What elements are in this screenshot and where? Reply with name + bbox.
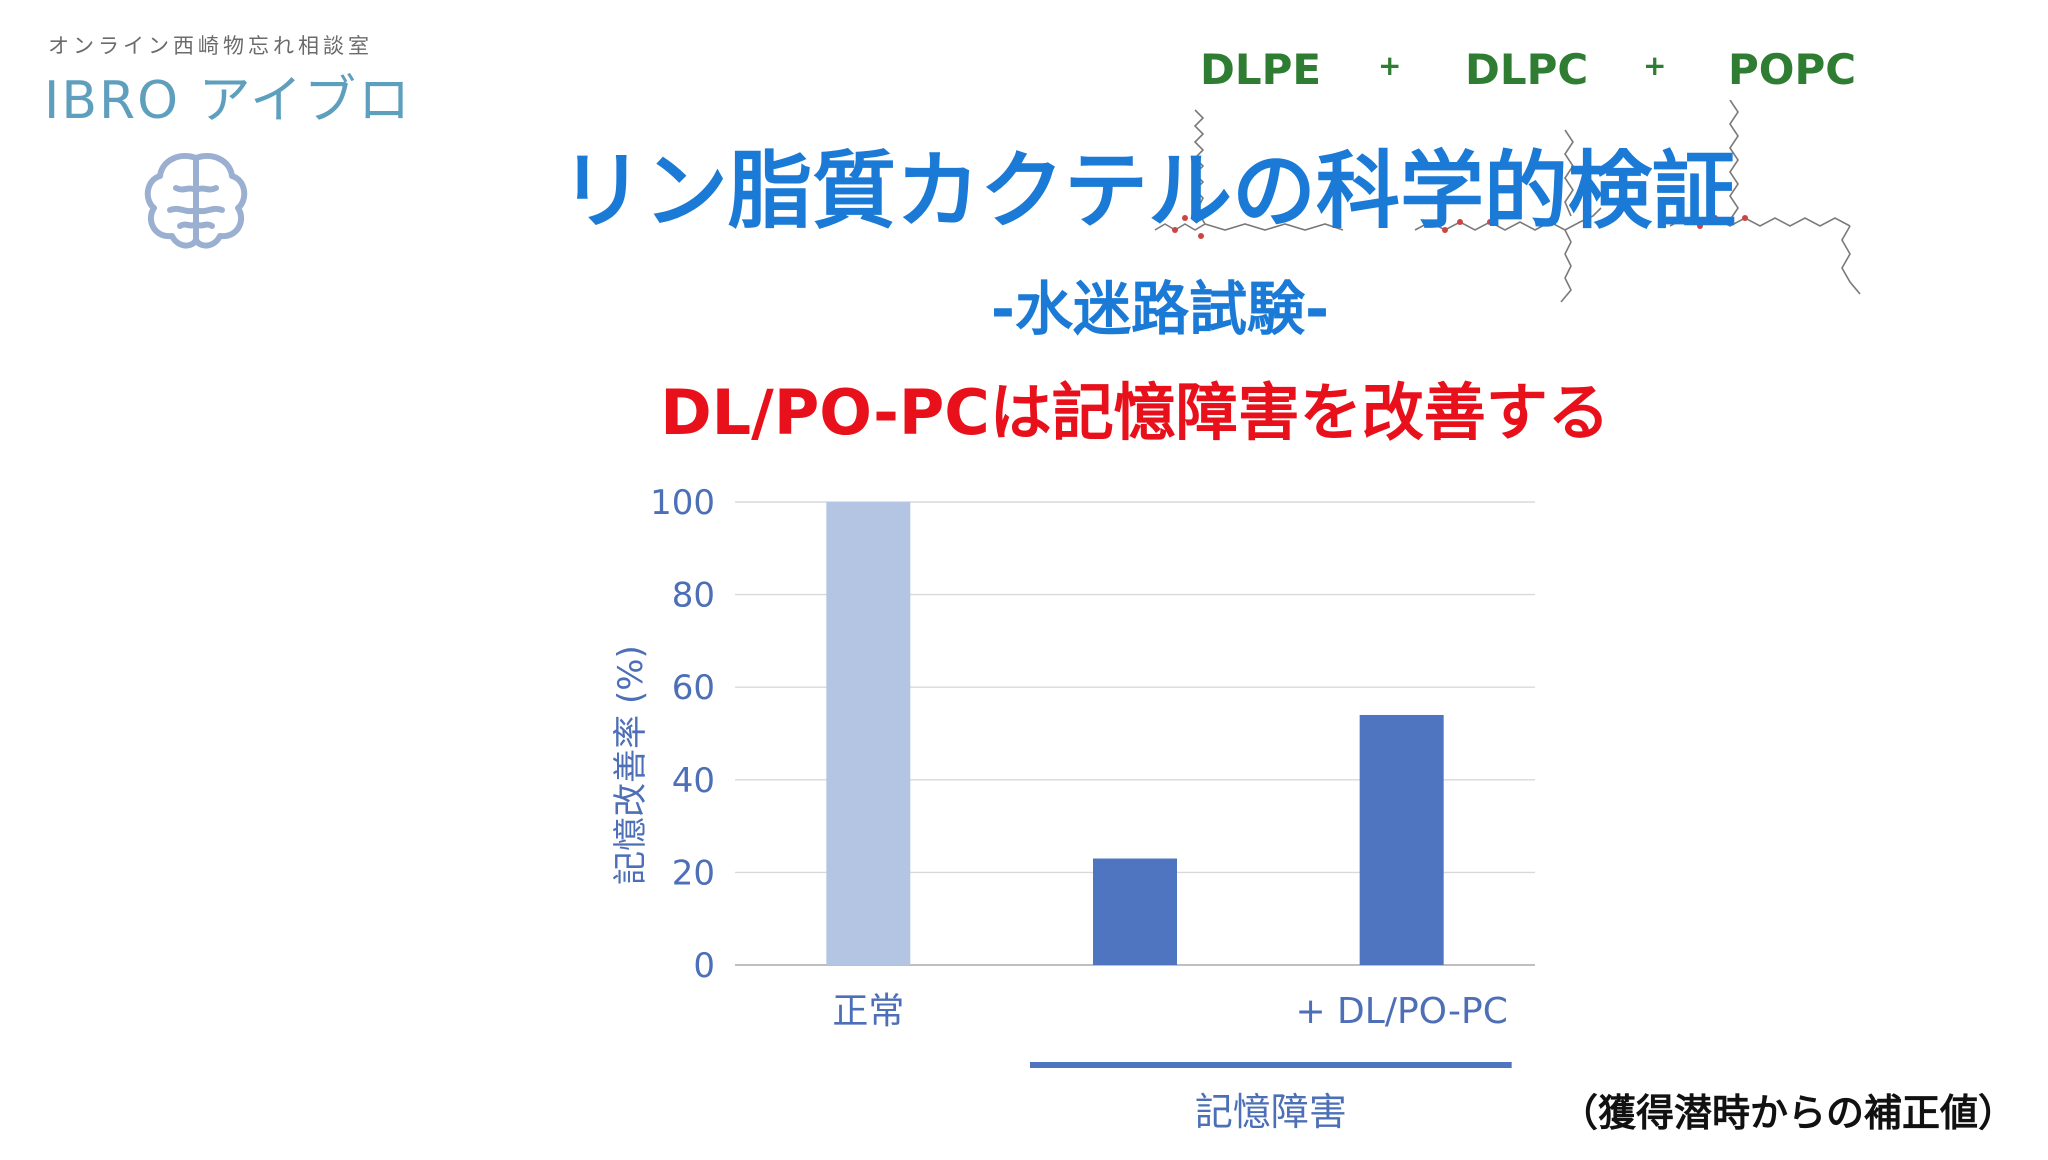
y-tick-label: 0	[693, 946, 715, 986]
category-label: 正常	[832, 991, 904, 1032]
formula-item-popc: POPC	[1728, 45, 1857, 94]
y-tick-labels: 0 20 40 60 80 100	[650, 483, 715, 986]
bar	[1093, 858, 1177, 965]
popc-structure	[1669, 100, 1861, 295]
group-label: 記憶障害	[1195, 1090, 1347, 1134]
formula-item-dlpe: DLPE	[1200, 45, 1322, 94]
y-tick-label: 100	[650, 483, 715, 523]
formula-plus-2: +	[1643, 49, 1667, 82]
category-label: + DL/PO-PC	[1295, 991, 1507, 1032]
formula-item-dlpc: DLPC	[1465, 45, 1589, 94]
y-tick-label: 20	[672, 853, 715, 893]
headline: DL/PO-PCは記憶障害を改善する	[660, 376, 1610, 449]
main-title: リン脂質カクテルの科学的検証	[560, 142, 1737, 240]
bars	[826, 502, 1444, 965]
formula-plus-1: +	[1378, 49, 1402, 82]
logo-name: IBRO アイブロ	[44, 71, 412, 131]
brain-icon	[144, 153, 248, 249]
bar	[1359, 714, 1444, 965]
correction-note: （獲得潜時からの補正値）	[1560, 1091, 2017, 1135]
y-tick-label: 60	[672, 668, 715, 708]
y-tick-label: 80	[672, 576, 715, 616]
sub-title: -水迷路試験-	[990, 275, 1330, 343]
y-axis-label: 記憶改善率 (%)	[611, 645, 651, 885]
logo-subtitle: オンライン西崎物忘れ相談室	[48, 34, 373, 58]
formula-line: DLPE + DLPC + POPC	[1200, 45, 1890, 100]
dlpc-structure	[1414, 129, 1602, 303]
dlpe-structure	[1154, 109, 1344, 239]
y-tick-label: 40	[672, 761, 715, 801]
category-labels: 正常 + DL/PO-PC	[832, 991, 1508, 1032]
bar	[826, 502, 911, 965]
bar-chart: 0 20 40 60 80 100 正常 + DL/PO-PC 記憶改善率 (%) 記憶障害	[611, 483, 1535, 1134]
